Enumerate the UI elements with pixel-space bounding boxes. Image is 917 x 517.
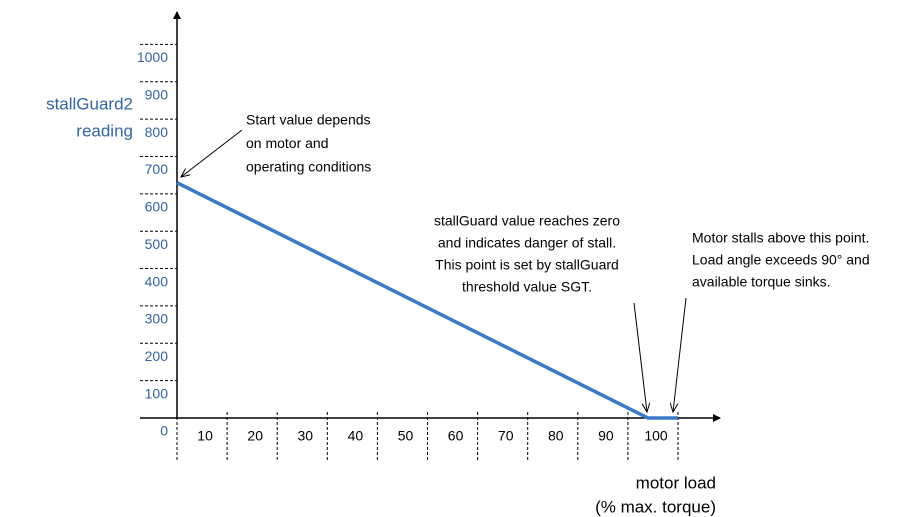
y-tick-label: 1000 [137,49,168,65]
annotation: operating conditions [246,159,371,175]
annotation: Load angle exceeds 90° and [692,252,870,268]
x-tick-label: 10 [197,428,213,444]
annotation: Motor stalls above this point. [692,230,869,246]
annotation: and indicates danger of stall. [438,235,616,251]
x-tick-label: 20 [247,428,263,444]
y-tick-label: 900 [145,86,169,102]
annotation: This point is set by stallGuard [435,257,619,273]
y-tick-label: 100 [145,385,169,401]
arrow [673,297,687,412]
arrow [633,302,647,412]
x-tick-label: 70 [498,428,514,444]
x-tick-label: 40 [348,428,364,444]
data-line [176,181,678,420]
annotation: threshold value SGT. [462,279,592,295]
x-tick-label: 50 [398,428,414,444]
y-tick-label: 500 [145,236,169,252]
y-tick-label: 400 [145,273,169,289]
y-tick-label: 700 [145,161,169,177]
x-tick-label: 80 [548,428,564,444]
y-tick-label: 300 [145,311,169,327]
annotation: Start value depends [246,112,371,128]
y-tick-label: 0 [160,423,168,439]
y-tick-label: 600 [145,199,169,215]
x-axis-label: (% max. torque) [595,497,716,516]
y-tick-label: 200 [145,348,169,364]
x-tick-label: 30 [298,428,314,444]
x-axis-label: motor load [636,473,716,492]
annotation: on motor and [246,135,329,151]
x-tick-label: 100 [644,428,668,444]
arrow [181,129,243,177]
y-tick-label: 800 [145,124,169,140]
y-axis-label: stallGuard2 [46,94,133,113]
annotation: available torque sinks. [692,274,831,290]
y-axis-label: reading [76,121,133,140]
x-tick-label: 90 [598,428,614,444]
x-tick-label: 60 [448,428,464,444]
annotation: stallGuard value reaches zero [434,213,620,229]
